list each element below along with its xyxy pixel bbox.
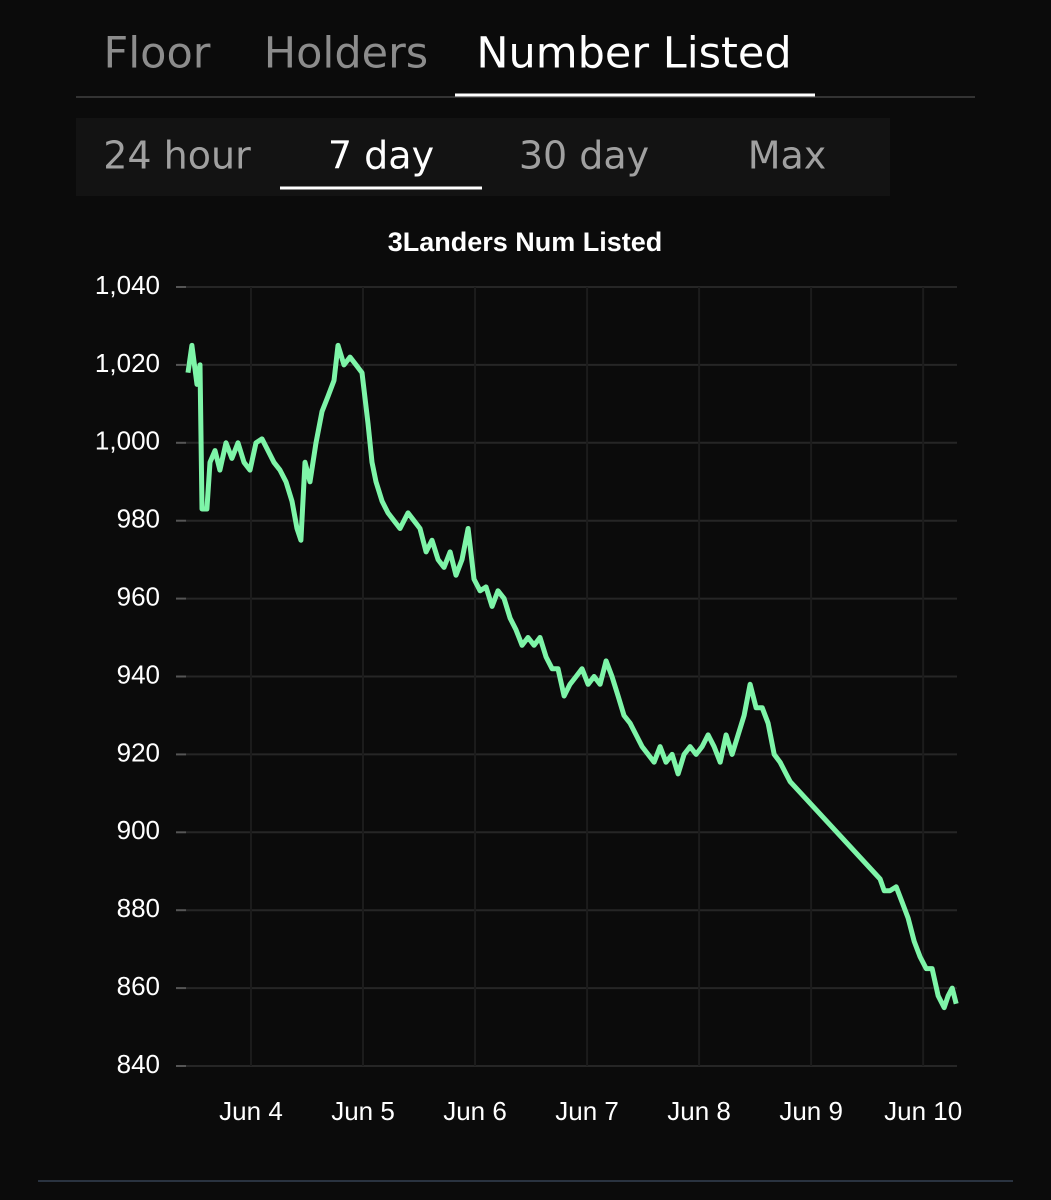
x-tick-label: Jun 7 xyxy=(555,1096,619,1126)
y-tick-label: 940 xyxy=(117,659,160,689)
y-tick-label: 860 xyxy=(117,971,160,1001)
tab[interactable]: Holders xyxy=(264,29,428,79)
y-tick-label: 900 xyxy=(117,815,160,845)
tab[interactable]: Floor xyxy=(104,29,211,79)
y-tick-label: 920 xyxy=(117,737,160,767)
range-tab[interactable]: 24 hour xyxy=(103,134,251,178)
tab[interactable]: Number Listed xyxy=(476,29,791,79)
y-tick-label: 1,020 xyxy=(95,348,160,378)
y-tick-label: 960 xyxy=(117,581,160,611)
y-tick-label: 1,000 xyxy=(95,426,160,456)
chart-title: 3Landers Num Listed xyxy=(388,227,663,257)
range-tab[interactable]: 30 day xyxy=(519,134,649,178)
range-bar xyxy=(76,118,890,196)
y-tick-label: 840 xyxy=(117,1049,160,1079)
x-tick-label: Jun 10 xyxy=(884,1096,962,1126)
y-tick-label: 1,040 xyxy=(95,270,160,300)
line-series xyxy=(185,342,959,1011)
y-tick-label: 980 xyxy=(117,504,160,534)
x-tick-label: Jun 5 xyxy=(331,1096,395,1126)
range-tab[interactable]: 7 day xyxy=(328,134,434,178)
x-tick-label: Jun 6 xyxy=(443,1096,507,1126)
x-tick-label: Jun 4 xyxy=(219,1096,283,1126)
range-tab[interactable]: Max xyxy=(748,134,827,178)
y-tick-label: 880 xyxy=(117,893,160,923)
x-tick-label: Jun 9 xyxy=(779,1096,843,1126)
x-tick-label: Jun 8 xyxy=(667,1096,731,1126)
